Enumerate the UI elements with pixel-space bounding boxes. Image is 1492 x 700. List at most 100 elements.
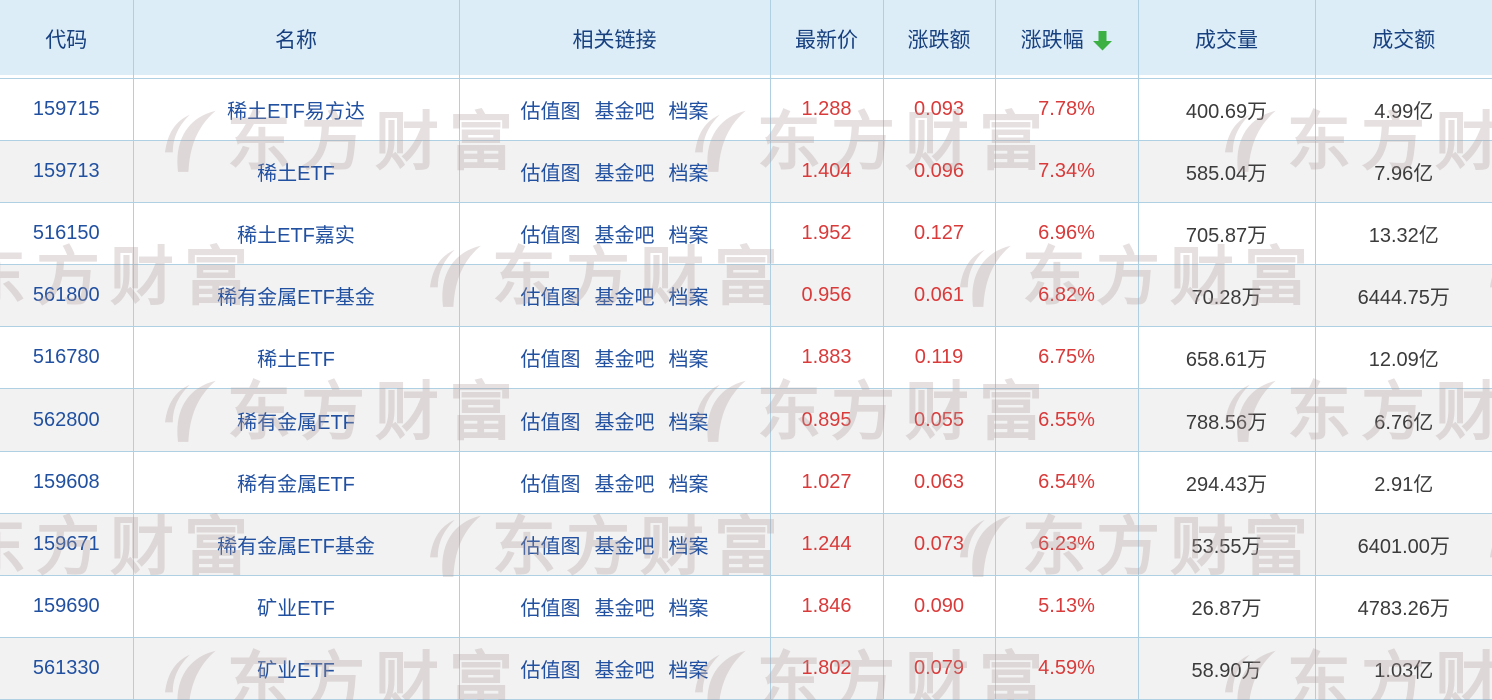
valuation-chart-link[interactable]: 估值图 bbox=[520, 224, 581, 247]
fund-code-link[interactable]: 159608 bbox=[32, 470, 100, 493]
column-header-links[interactable]: 相关链接 bbox=[458, 0, 771, 79]
archive-link[interactable]: 档案 bbox=[668, 224, 709, 247]
archive-link[interactable]: 档案 bbox=[668, 411, 709, 434]
column-header-label: 名称 bbox=[275, 28, 317, 52]
change-percent: 5.13% bbox=[994, 575, 1139, 639]
turnover: 4783.26万 bbox=[1314, 575, 1492, 639]
valuation-chart-link[interactable]: 估值图 bbox=[520, 535, 581, 558]
archive-link[interactable]: 档案 bbox=[668, 473, 709, 496]
fund-code-link[interactable]: 159671 bbox=[32, 532, 100, 555]
archive-link[interactable]: 档案 bbox=[668, 162, 709, 185]
fund-name-link[interactable]: 稀土ETF易方达 bbox=[227, 100, 365, 123]
valuation-chart-link[interactable]: 估值图 bbox=[520, 598, 581, 621]
fund-name-link[interactable]: 稀有金属ETF基金 bbox=[217, 535, 375, 558]
column-header-name[interactable]: 名称 bbox=[132, 0, 460, 79]
turnover: 6.76亿 bbox=[1314, 388, 1492, 452]
fund-name-link[interactable]: 稀土ETF bbox=[257, 349, 335, 372]
fund-forum-link[interactable]: 基金吧 bbox=[594, 349, 655, 372]
column-header-change[interactable]: 涨跌额 bbox=[882, 0, 996, 79]
column-header-turnover[interactable]: 成交额 bbox=[1314, 0, 1492, 79]
valuation-chart-link[interactable]: 估值图 bbox=[520, 162, 581, 185]
volume: 53.55万 bbox=[1137, 513, 1316, 577]
valuation-chart-link[interactable]: 估值图 bbox=[520, 287, 581, 310]
latest-price: 1.404 bbox=[769, 140, 884, 203]
fund-forum-link[interactable]: 基金吧 bbox=[594, 224, 655, 247]
turnover: 6444.75万 bbox=[1314, 264, 1492, 328]
latest-price: 1.846 bbox=[769, 575, 884, 639]
change-percent: 4.59% bbox=[994, 637, 1139, 700]
fund-code-link[interactable]: 561800 bbox=[32, 284, 100, 307]
column-header-label: 代码 bbox=[45, 28, 88, 52]
fund-forum-link[interactable]: 基金吧 bbox=[594, 598, 655, 621]
fund-code-link[interactable]: 561330 bbox=[32, 657, 100, 680]
fund-code-link[interactable]: 516780 bbox=[32, 346, 100, 369]
column-header-pct[interactable]: 涨跌幅 bbox=[994, 0, 1139, 79]
header-row: 代码 名称 相关链接 最新价 涨跌额 涨跌幅 成交量 成交额 bbox=[0, 0, 1492, 79]
fund-forum-link[interactable]: 基金吧 bbox=[594, 535, 655, 558]
change-amount: 0.093 bbox=[882, 78, 996, 141]
fund-code-link[interactable]: 516150 bbox=[32, 221, 100, 244]
fund-code-link[interactable]: 159713 bbox=[32, 159, 100, 182]
column-header-label: 相关链接 bbox=[572, 28, 657, 52]
volume: 705.87万 bbox=[1137, 202, 1316, 266]
change-percent: 6.55% bbox=[994, 388, 1139, 452]
fund-name-link[interactable]: 矿业ETF bbox=[257, 660, 335, 683]
valuation-chart-link[interactable]: 估值图 bbox=[520, 411, 581, 434]
archive-link[interactable]: 档案 bbox=[668, 100, 709, 123]
table-row: 516780 稀土ETF 估值图 基金吧 档案 1.883 0.119 6.75% … bbox=[0, 326, 1492, 390]
archive-link[interactable]: 档案 bbox=[668, 349, 709, 372]
archive-link[interactable]: 档案 bbox=[668, 535, 709, 558]
valuation-chart-link[interactable]: 估值图 bbox=[520, 660, 581, 683]
table-row: 159715 稀土ETF易方达 估值图 基金吧 档案 1.288 0.093 7.7… bbox=[0, 78, 1492, 141]
turnover: 13.32亿 bbox=[1314, 202, 1492, 266]
valuation-chart-link[interactable]: 估值图 bbox=[520, 473, 581, 496]
fund-forum-link[interactable]: 基金吧 bbox=[594, 162, 655, 185]
volume: 70.28万 bbox=[1137, 264, 1316, 328]
column-header-code[interactable]: 代码 bbox=[0, 0, 134, 79]
change-amount: 0.073 bbox=[882, 513, 996, 577]
archive-link[interactable]: 档案 bbox=[668, 287, 709, 310]
volume: 294.43万 bbox=[1137, 451, 1316, 514]
fund-forum-link[interactable]: 基金吧 bbox=[594, 100, 655, 123]
archive-link[interactable]: 档案 bbox=[668, 598, 709, 621]
sort-desc-icon[interactable] bbox=[1093, 30, 1113, 51]
table-row: 159671 稀有金属ETF基金 估值图 基金吧 档案 1.244 0.073 6.… bbox=[0, 513, 1492, 577]
turnover: 6401.00万 bbox=[1314, 513, 1492, 577]
turnover: 2.91亿 bbox=[1314, 451, 1492, 514]
volume: 658.61万 bbox=[1137, 326, 1316, 390]
volume: 585.04万 bbox=[1137, 140, 1316, 203]
change-amount: 0.079 bbox=[882, 637, 996, 700]
fund-code-link[interactable]: 562800 bbox=[32, 408, 100, 431]
column-header-price[interactable]: 最新价 bbox=[769, 0, 884, 79]
fund-name-link[interactable]: 稀有金属ETF bbox=[237, 473, 355, 496]
fund-forum-link[interactable]: 基金吧 bbox=[594, 660, 655, 683]
fund-code-link[interactable]: 159690 bbox=[32, 595, 100, 618]
change-amount: 0.055 bbox=[882, 388, 996, 452]
change-percent: 6.96% bbox=[994, 202, 1139, 266]
table-row: 159690 矿业ETF 估值图 基金吧 档案 1.846 0.090 5.13% … bbox=[0, 575, 1492, 639]
change-amount: 0.096 bbox=[882, 140, 996, 203]
table-row: 159608 稀有金属ETF 估值图 基金吧 档案 1.027 0.063 6.54… bbox=[0, 451, 1492, 514]
change-amount: 0.127 bbox=[882, 202, 996, 266]
fund-forum-link[interactable]: 基金吧 bbox=[594, 411, 655, 434]
column-header-volume[interactable]: 成交量 bbox=[1137, 0, 1316, 79]
fund-code-link[interactable]: 159715 bbox=[32, 97, 100, 120]
fund-forum-link[interactable]: 基金吧 bbox=[594, 287, 655, 310]
archive-link[interactable]: 档案 bbox=[668, 660, 709, 683]
latest-price: 1.288 bbox=[769, 78, 884, 141]
latest-price: 1.883 bbox=[769, 326, 884, 390]
valuation-chart-link[interactable]: 估值图 bbox=[520, 349, 581, 372]
fund-name-link[interactable]: 稀土ETF bbox=[257, 162, 335, 185]
fund-name-link[interactable]: 稀土ETF嘉实 bbox=[237, 224, 355, 247]
fund-name-link[interactable]: 稀有金属ETF bbox=[237, 411, 355, 434]
fund-name-link[interactable]: 稀有金属ETF基金 bbox=[217, 287, 375, 310]
latest-price: 0.895 bbox=[769, 388, 884, 452]
column-header-label: 成交量 bbox=[1195, 28, 1258, 52]
fund-forum-link[interactable]: 基金吧 bbox=[594, 473, 655, 496]
latest-price: 1.802 bbox=[769, 637, 884, 700]
turnover: 12.09亿 bbox=[1314, 326, 1492, 390]
fund-name-link[interactable]: 矿业ETF bbox=[257, 598, 335, 621]
valuation-chart-link[interactable]: 估值图 bbox=[520, 100, 581, 123]
